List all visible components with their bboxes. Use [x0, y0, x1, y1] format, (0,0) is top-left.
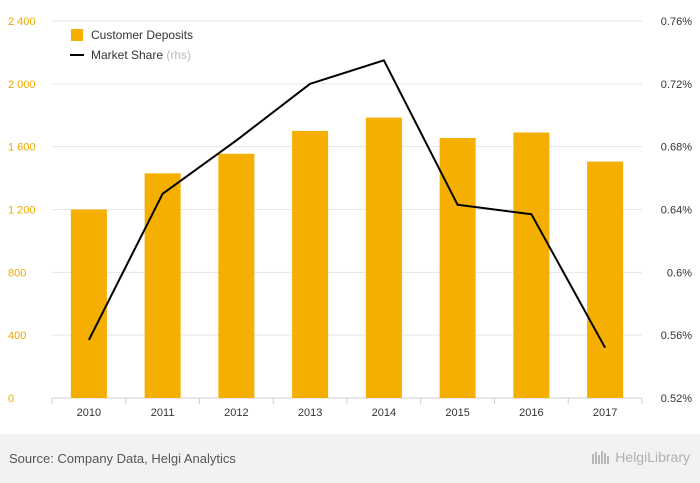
x-tick-label: 2015 — [445, 407, 469, 419]
left-tick-label: 0 — [8, 393, 14, 405]
left-axis: 0 400 800 1 200 1 600 2 000 2 400 — [8, 16, 36, 405]
bar — [439, 138, 476, 398]
market-share-line — [88, 59, 606, 349]
brand[interactable]: HelgiLibrary — [591, 449, 690, 465]
line-series — [88, 59, 606, 349]
legend-label: Customer Deposits — [91, 28, 193, 42]
right-tick-label: 0.52% — [661, 393, 692, 405]
x-tick-label: 2014 — [372, 407, 396, 419]
legend-label: Market Share (rhs) — [91, 48, 191, 62]
grid-lines — [52, 20, 642, 399]
brand-name: HelgiLibrary — [615, 449, 690, 465]
bar — [587, 161, 624, 398]
x-tick-label: 2013 — [298, 407, 322, 419]
left-tick-label: 1 600 — [8, 142, 36, 154]
x-tick-label: 2010 — [77, 407, 101, 419]
bar — [70, 209, 107, 398]
right-axis: 0.52% 0.56% 0.6% 0.64% 0.68% 0.72% 0.76% — [661, 16, 692, 405]
left-tick-label: 400 — [8, 330, 26, 342]
right-tick-label: 0.68% — [661, 142, 692, 154]
source-note: Source: Company Data, Helgi Analytics — [9, 451, 236, 466]
left-tick-label: 2 000 — [8, 79, 36, 91]
x-tick-label: 2017 — [593, 407, 617, 419]
x-axis: 2010 2011 2012 2013 2014 2015 2016 2017 — [51, 398, 643, 419]
bar — [144, 173, 181, 398]
legend: Customer Deposits Market Share (rhs) — [70, 28, 193, 62]
footer: Source: Company Data, Helgi Analytics He… — [0, 434, 700, 483]
x-tick-label: 2011 — [151, 407, 175, 419]
legend-note: (rhs) — [163, 48, 191, 62]
right-tick-label: 0.76% — [661, 16, 692, 28]
right-tick-label: 0.64% — [661, 205, 692, 217]
right-tick-label: 0.6% — [667, 267, 692, 279]
left-tick-label: 800 — [8, 267, 26, 279]
bar-series — [70, 117, 624, 399]
x-tick-label: 2016 — [519, 407, 543, 419]
bar — [513, 132, 550, 398]
library-logo-icon — [592, 451, 610, 464]
right-tick-label: 0.72% — [661, 79, 692, 91]
right-tick-label: 0.56% — [661, 330, 692, 342]
left-tick-label: 1 200 — [8, 205, 36, 217]
legend-swatch-bar — [71, 29, 83, 41]
chart: 2010 2011 2012 2013 2014 2015 2016 2017 0 400 800… — [8, 16, 692, 419]
bar — [365, 117, 402, 398]
x-tick-label: 2012 — [224, 407, 248, 419]
left-tick-label: 2 400 — [8, 16, 36, 28]
bar — [218, 153, 255, 398]
bar — [292, 130, 329, 399]
